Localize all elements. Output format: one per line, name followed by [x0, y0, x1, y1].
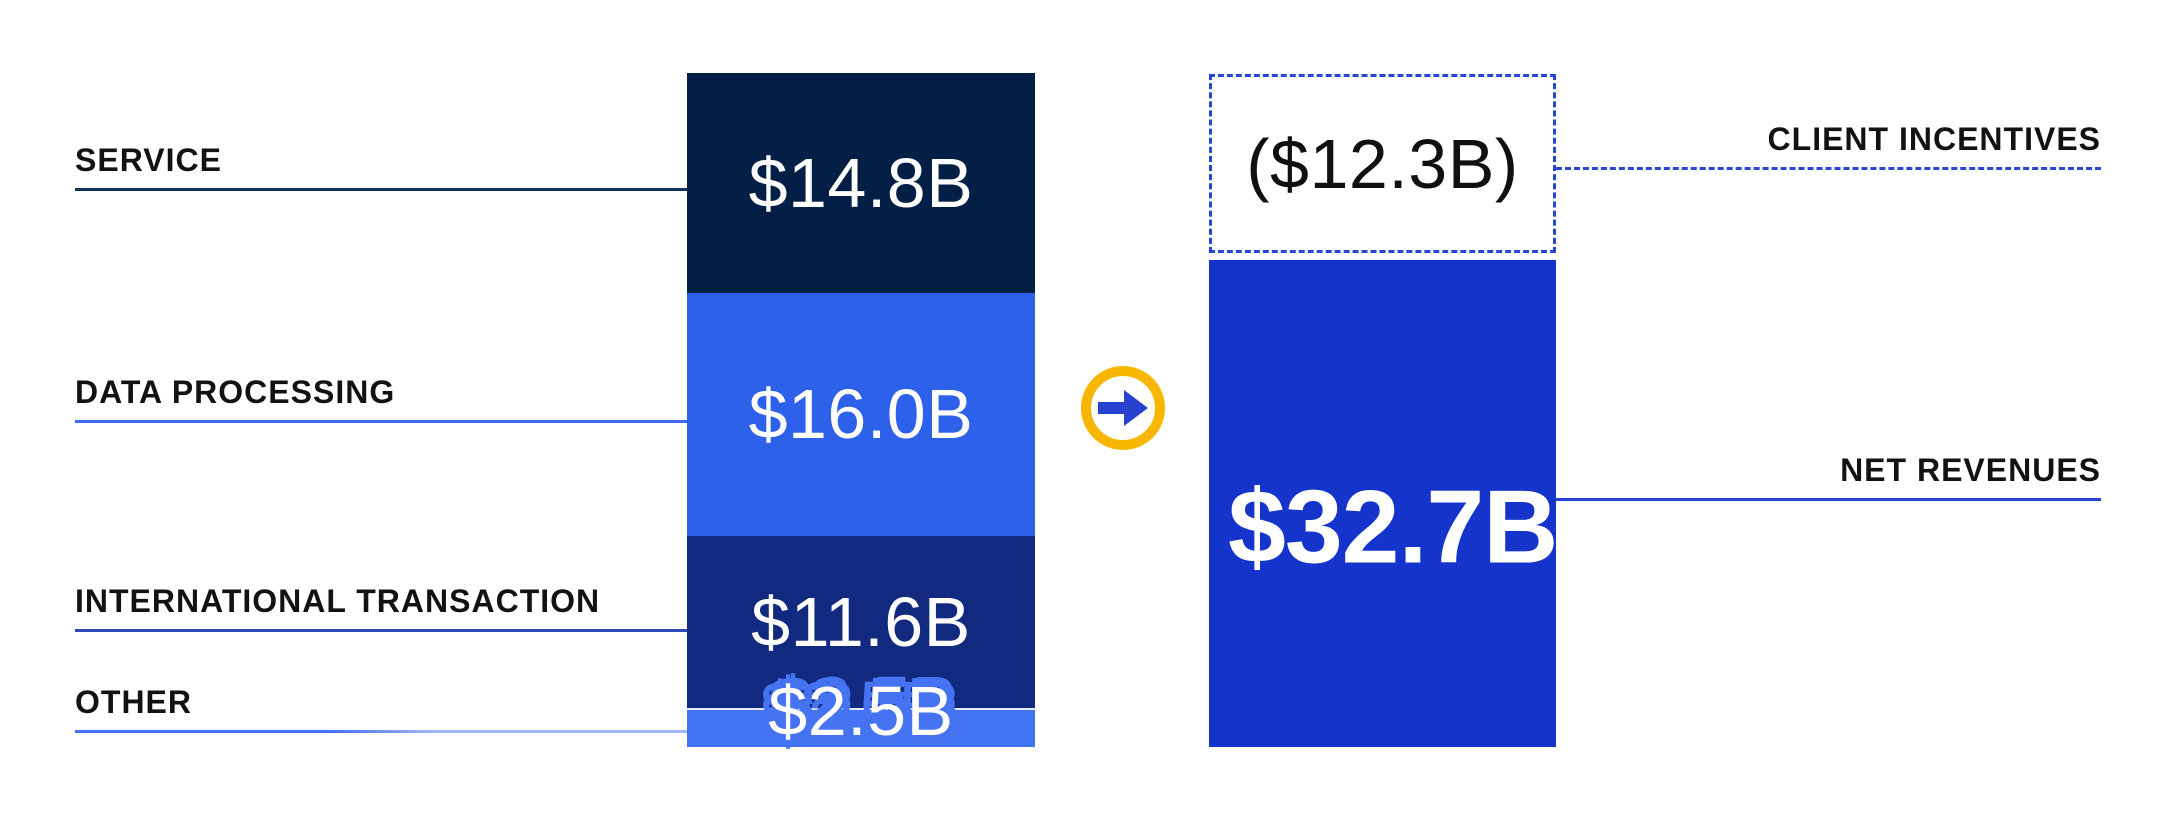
- value-net-revenues: $32.7B1: [1228, 441, 1585, 586]
- gross-revenue-stacked-bar: $14.8B $16.0B $11.6B $2.5B: [687, 73, 1035, 750]
- bar-segment-international-transaction: $11.6B: [687, 535, 1035, 709]
- value-service: $14.8B: [748, 144, 974, 223]
- label-international-transaction: INTERNATIONAL TRANSACTION: [75, 583, 601, 619]
- footnote-marker: 1: [1559, 441, 1585, 493]
- label-client-incentives: CLIENT INCENTIVES: [1767, 121, 2101, 157]
- label-net-revenues: NET REVENUES: [1840, 452, 2101, 488]
- label-data-processing: DATA PROCESSING: [75, 374, 396, 410]
- value-client-incentives: ($12.3B): [1246, 124, 1519, 203]
- leader-line-client-incentives: [1556, 167, 2101, 170]
- bar-segment-service: $14.8B: [687, 73, 1035, 294]
- value-international-transaction: $11.6B: [751, 582, 971, 661]
- label-other: OTHER: [75, 684, 192, 720]
- right-arrow-icon: [1098, 390, 1148, 426]
- bar-segment-other: $2.5B: [687, 672, 1035, 750]
- net-revenues-amount: $32.7B: [1228, 469, 1558, 586]
- leader-line-net-revenues: [1556, 498, 2101, 501]
- net-revenues-bar: $32.7B1: [1209, 260, 1585, 747]
- leader-line-international-transaction: [75, 629, 688, 632]
- client-incentives-box: ($12.3B): [1209, 74, 1556, 253]
- leader-line-data-processing: [75, 420, 688, 423]
- label-service: SERVICE: [75, 142, 222, 178]
- value-other: $2.5B: [768, 672, 954, 750]
- leader-line-other: [75, 730, 688, 733]
- value-data-processing: $16.0B: [748, 375, 974, 454]
- bar-segment-data-processing: $16.0B: [687, 293, 1035, 536]
- leader-line-service: [75, 188, 688, 191]
- right-arrow-circle-icon: [1081, 366, 1165, 450]
